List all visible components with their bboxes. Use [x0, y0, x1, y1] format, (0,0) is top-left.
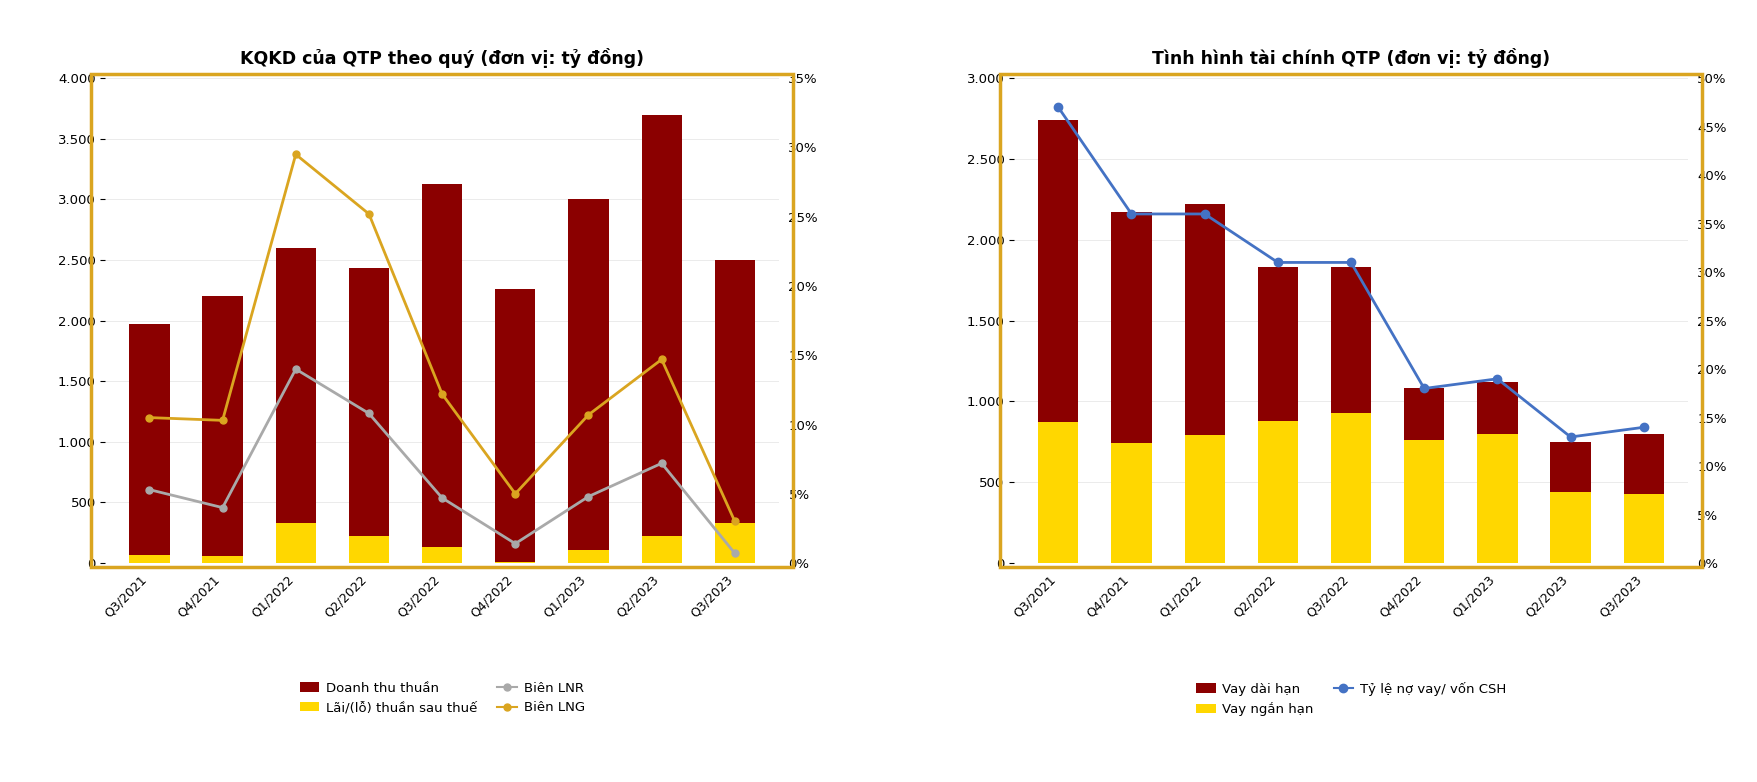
Bar: [715, 523, 754, 563]
Bar: [130, 554, 169, 563]
Bar: [276, 523, 316, 563]
Bar: [1476, 434, 1516, 563]
Bar: [495, 289, 536, 563]
Bar: [276, 248, 316, 563]
Bar: [715, 260, 754, 563]
Bar: [202, 556, 242, 563]
Bar: [1623, 434, 1662, 493]
Bar: [1330, 267, 1370, 413]
Bar: [1110, 213, 1151, 443]
Bar: [641, 114, 682, 563]
Bar: [422, 184, 462, 563]
Bar: [568, 550, 608, 563]
Bar: [1110, 443, 1151, 563]
Bar: [568, 199, 608, 563]
Bar: [1184, 204, 1225, 436]
Bar: [1476, 382, 1516, 434]
Bar: [202, 296, 242, 563]
Legend: Doanh thu thuần, Lãi/(lỗ) thuần sau thuế, Biên LNR, Biên LNG: Doanh thu thuần, Lãi/(lỗ) thuần sau thuế…: [293, 676, 590, 719]
Legend: Vay dài hạn, Vay ngắn hạn, Tỷ lệ nợ vay/ vốn CSH: Vay dài hạn, Vay ngắn hạn, Tỷ lệ nợ vay/…: [1189, 676, 1511, 722]
Bar: [1330, 413, 1370, 563]
Bar: [1184, 436, 1225, 563]
Bar: [422, 547, 462, 563]
Bar: [1038, 120, 1077, 422]
Bar: [1623, 493, 1662, 563]
Bar: [495, 561, 536, 563]
Bar: [1404, 389, 1444, 440]
Bar: [1550, 492, 1590, 563]
Title: KQKD của QTP theo quý (đơn vị: tỷ đồng): KQKD của QTP theo quý (đơn vị: tỷ đồng): [241, 48, 643, 68]
Bar: [641, 536, 682, 563]
Bar: [1404, 440, 1444, 563]
Bar: [348, 268, 388, 563]
Bar: [1256, 267, 1297, 421]
Bar: [130, 325, 169, 563]
Title: Tình hình tài chính QTP (đơn vị: tỷ đồng): Tình hình tài chính QTP (đơn vị: tỷ đồng…: [1151, 48, 1550, 68]
Bar: [1038, 422, 1077, 563]
Bar: [1256, 421, 1297, 563]
Bar: [1550, 442, 1590, 492]
Bar: [348, 536, 388, 563]
